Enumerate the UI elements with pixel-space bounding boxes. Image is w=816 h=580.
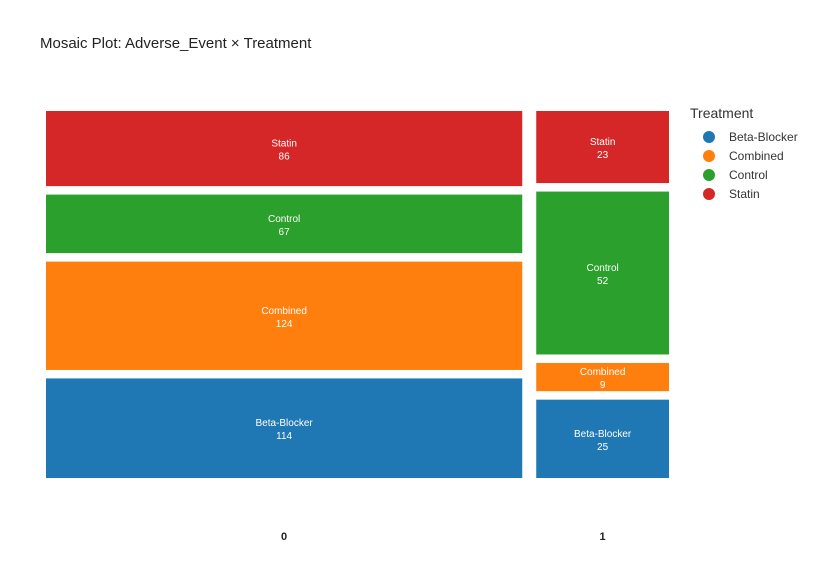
cell-value-label: 9	[600, 380, 606, 391]
x-tick-label: 1	[600, 531, 606, 543]
legend-label: Combined	[729, 148, 784, 163]
cell-value-label: 23	[597, 150, 609, 161]
x-tick-label: 0	[281, 531, 287, 543]
mosaic-cell-combined-0	[46, 261, 523, 370]
cell-category-label: Beta-Blocker	[255, 418, 313, 429]
mosaic-plot: Beta-Blocker 114 Combined 124 Control 67 Stati…	[46, 111, 669, 543]
mosaic-cell-control-0	[46, 194, 523, 254]
legend-item-control[interactable]: Control	[690, 165, 798, 184]
cell-value-label: 114	[276, 431, 292, 442]
cell-value-label: 67	[279, 227, 291, 238]
mosaic-cell-statin-0	[46, 111, 523, 187]
legend-marker-icon	[703, 130, 715, 143]
legend-item-combined[interactable]: Combined	[690, 146, 798, 165]
chart-title: Mosaic Plot: Adverse_Event × Treatment	[40, 35, 312, 52]
cell-value-label: 52	[597, 276, 609, 287]
legend-label: Statin	[729, 186, 760, 201]
legend-items: Beta-Blocker Combined Control Statin	[690, 127, 798, 203]
mosaic-cell-combined-1	[536, 362, 669, 392]
cell-value-label: 86	[279, 152, 291, 163]
legend-marker-icon	[703, 187, 715, 200]
legend-item-statin[interactable]: Statin	[690, 184, 798, 203]
legend: Treatment Beta-Blocker Combined Control Sta…	[690, 105, 798, 203]
cell-category-label: Control	[586, 263, 618, 274]
legend-title: Treatment	[690, 105, 754, 121]
legend-item-beta-blocker[interactable]: Beta-Blocker	[690, 127, 798, 146]
cell-category-label: Control	[268, 214, 300, 225]
legend-label: Control	[729, 167, 768, 182]
mosaic-cell-control-1	[536, 191, 669, 355]
cell-value-label: 25	[597, 442, 609, 453]
legend-label: Beta-Blocker	[729, 129, 798, 144]
mosaic-cell-statin-1	[536, 111, 669, 184]
mosaic-cell-beta-blocker-1	[536, 399, 669, 478]
cell-category-label: Combined	[580, 367, 626, 378]
cell-category-label: Statin	[590, 137, 616, 148]
cell-category-label: Statin	[271, 139, 297, 150]
cell-category-label: Combined	[261, 306, 307, 317]
legend-marker-icon	[703, 149, 715, 162]
cell-value-label: 124	[276, 319, 293, 330]
cell-category-label: Beta-Blocker	[574, 429, 632, 440]
mosaic-cell-beta-blocker-0	[46, 378, 523, 478]
legend-marker-icon	[703, 168, 715, 181]
